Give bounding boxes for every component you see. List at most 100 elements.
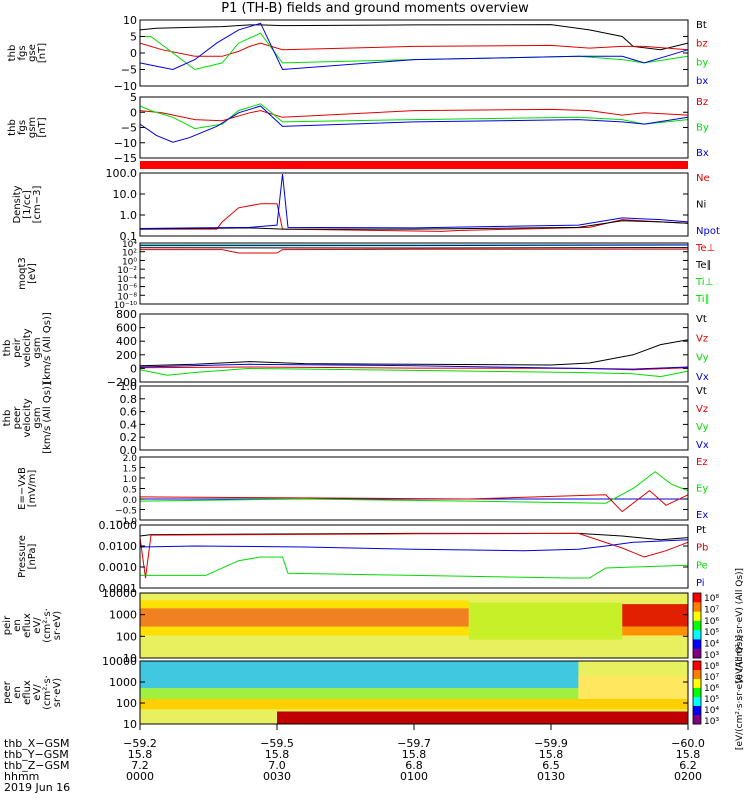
y-tick-label: 1.0 <box>120 380 138 393</box>
y-tick-label: −5 <box>121 64 137 77</box>
plot-area <box>140 243 688 304</box>
x-row-label-ygsm: thb_Y−GSM <box>4 748 69 761</box>
series-line-Ti⊥ <box>140 244 689 247</box>
y-tick-label: 100.0 <box>106 167 138 180</box>
y-label-line: [nT] <box>37 43 48 63</box>
legend: Pt Pb Pe Pi <box>696 525 708 589</box>
series-line-Pe <box>140 556 689 579</box>
y-label-line: thb <box>2 410 13 427</box>
y-label-line: [cm−3] <box>32 186 43 224</box>
series-line-Npot <box>139 174 689 229</box>
y-label-line: [km/s (All Qs)] <box>42 382 53 454</box>
y-label-line: E=−VxB <box>17 467 28 510</box>
y-tick-label: 10000 <box>102 655 137 668</box>
colorbar-tick-label: 10⁴ <box>704 706 719 716</box>
y-label-line: eV/ <box>32 684 43 701</box>
colorbar-segment <box>693 715 701 725</box>
panel-peer-velocity: 1.00.80.60.40.20.0 thb peer velocity gsm [km/… <box>2 380 709 457</box>
y-tick-label: 0.4 <box>120 418 138 431</box>
series-line-by <box>140 32 689 71</box>
x-tick-zgsm: 6.2 <box>679 759 697 772</box>
y-label-line: gse <box>27 44 38 62</box>
y-tick-label: 10⁻⁶ <box>117 284 137 294</box>
panel-density: 100.0 10.0 1.0 0.1 Density [1/cc] [cm−3] Ne Ni Np… <box>12 167 720 243</box>
x-tick-ygsm: 15.8 <box>402 748 427 761</box>
spectrogram-band <box>622 604 688 627</box>
colorbar-segment <box>693 688 701 698</box>
legend-label-Ez: Ez <box>696 457 708 468</box>
y-tick-label: 800 <box>116 308 137 321</box>
x-tick-ygsm: 15.8 <box>676 748 701 761</box>
y-label-line: gsm <box>32 407 43 428</box>
y-tick-label: 10² <box>122 249 137 259</box>
legend: Bt bz by bx <box>696 20 708 87</box>
y-tick-label: 0.2 <box>120 431 138 444</box>
legend-label-Pb: Pb <box>696 543 708 554</box>
y-label-line: peer <box>12 406 23 430</box>
y-tick-label: 0.1 <box>120 230 138 243</box>
y-tick-label: 100 <box>116 630 137 643</box>
legend-label-Pe: Pe <box>696 560 708 571</box>
legend-label-Vt: Vt <box>696 386 707 397</box>
y-tick-label: 0.0 <box>120 444 138 457</box>
colorbar-segment <box>693 611 701 622</box>
date-label: 2019 Jun 16 <box>4 781 71 794</box>
y-tick-label: 10⁴ <box>122 240 137 250</box>
y-tick-label: 2.0 <box>123 454 138 464</box>
y-label-line: gsm <box>32 337 43 358</box>
y-label-line: thb <box>0 617 3 634</box>
y-label-line: sr·eV) <box>52 678 63 707</box>
spectrogram-band <box>468 602 623 640</box>
y-tick-label: 10⁰ <box>122 257 137 267</box>
y-tick-label: 0.5 <box>123 486 137 496</box>
colorbar-segment <box>693 639 701 650</box>
colorbar-tick-label: 10⁸ <box>704 594 719 604</box>
y-label-line: [1/cc] <box>22 190 33 219</box>
legend-label-Vz: Vz <box>696 404 708 415</box>
y-label-line: en <box>12 686 23 699</box>
y-tick-label: −10 <box>114 80 137 93</box>
y-tick-label: −15 <box>114 152 137 165</box>
plot-area <box>140 457 688 520</box>
spectrogram-band <box>277 711 688 724</box>
plot-area <box>140 525 688 588</box>
colorbar-frame <box>692 592 702 659</box>
separator-band <box>140 161 688 169</box>
legend-label-Vy: Vy <box>696 422 709 433</box>
y-tick-label: 10 <box>123 652 137 665</box>
spectrogram-band <box>578 675 688 700</box>
colorbar-segment <box>693 670 701 680</box>
series-line-Ez <box>139 489 689 513</box>
y-tick-label: 10 <box>123 14 137 27</box>
y-label-line: thb <box>7 45 18 62</box>
x-tick-ygsm: 15.8 <box>539 748 564 761</box>
x-tick-zgsm: 7.2 <box>131 759 149 772</box>
x-tick-ygsm: 15.8 <box>128 748 153 761</box>
series-line-Te⊥ <box>140 248 689 254</box>
panel-frame <box>139 592 689 659</box>
y-label-line: [nPa] <box>27 543 38 569</box>
y-tick-label: 200 <box>116 349 137 362</box>
legend-label-Ni: Ni <box>696 200 706 211</box>
x-tick-zgsm: 6.8 <box>405 759 423 772</box>
legend-label-Vx: Vx <box>696 440 709 451</box>
series-line-By <box>139 103 689 130</box>
legend-label-Ti⊥: Ti⊥ <box>695 277 713 288</box>
colorbar-tick-label: 10⁴ <box>704 640 719 650</box>
series-line-Pb <box>139 532 689 579</box>
series-line-Vx <box>139 363 689 370</box>
panel-efield: 2.01.51.00.50.0−0.5−1.0E=−VxB [mV/m]EzEyE… <box>17 454 708 527</box>
plot-area <box>140 97 688 158</box>
y-label-line: thb <box>7 119 18 136</box>
colorbar-tick-label: 10³ <box>704 717 719 727</box>
panel-frame <box>139 242 689 305</box>
y-tick-label: 0 <box>130 362 137 375</box>
x-tick-hhmm: 0130 <box>537 770 565 783</box>
legend-label-Ti∥: Ti∥ <box>695 294 710 305</box>
y-tick-label: 5 <box>130 31 137 44</box>
spectrogram-band <box>140 600 469 609</box>
